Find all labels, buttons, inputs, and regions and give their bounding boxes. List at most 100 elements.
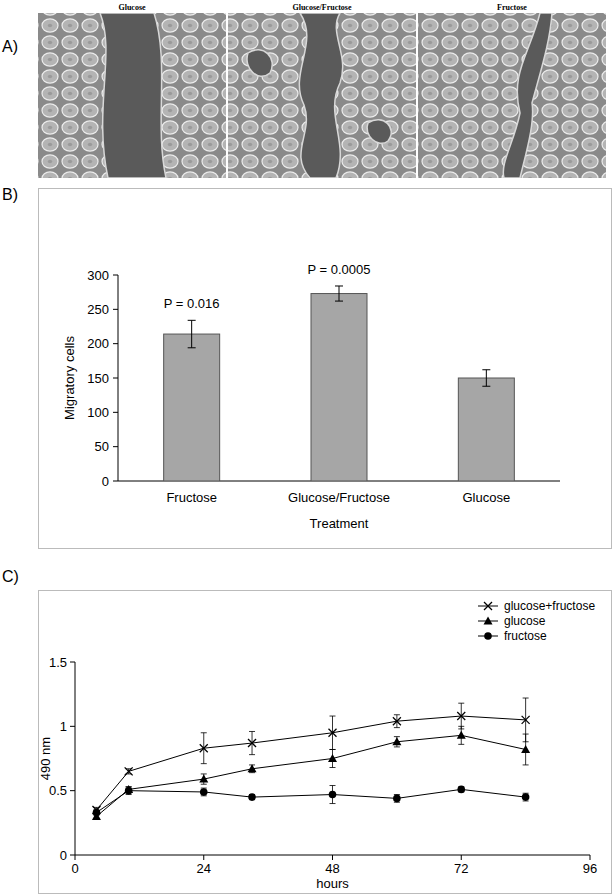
- data-point: [199, 775, 208, 783]
- y-tick-label: 1: [60, 719, 67, 734]
- error-bar: [330, 716, 336, 749]
- gap-region: [299, 13, 342, 178]
- error-cap: [330, 785, 336, 786]
- error-cap: [482, 386, 490, 387]
- x-tick: [461, 855, 462, 860]
- marker-stroke: [248, 739, 256, 747]
- data-point: [393, 795, 401, 803]
- x-tick: [590, 855, 591, 860]
- data-point: [521, 745, 530, 753]
- y-tick-label: 0: [60, 848, 67, 863]
- data-point: [393, 717, 401, 725]
- x-tick-label: 24: [197, 861, 211, 876]
- error-cap: [458, 726, 464, 727]
- y-tick: [113, 343, 118, 344]
- error-bar: [188, 320, 196, 347]
- error-cap: [335, 285, 343, 286]
- data-point: [125, 767, 133, 775]
- error-bar: [482, 370, 490, 386]
- error-cap: [249, 731, 255, 732]
- series-line: [96, 716, 525, 810]
- error-bar: [330, 786, 336, 804]
- error-cap: [330, 749, 336, 750]
- error-cap: [523, 698, 529, 699]
- y-tick: [113, 378, 118, 379]
- x-tick-label: 0: [71, 861, 78, 876]
- marker-stroke: [125, 767, 133, 775]
- figure: A)GlucoseGlucose/FructoseFructoseB)05010…: [0, 0, 614, 895]
- marker-shape: [521, 745, 530, 753]
- series: [92, 698, 530, 820]
- y-tick: [113, 309, 118, 310]
- x-tick-label: 72: [454, 861, 468, 876]
- y-tick-label: 50: [95, 439, 109, 454]
- gap-region: [100, 13, 166, 178]
- data-point: [392, 737, 401, 745]
- y-tick: [70, 790, 75, 791]
- marker-stroke: [248, 739, 256, 747]
- error-cap: [249, 772, 255, 773]
- marker-shape: [248, 793, 256, 801]
- marker-shape: [392, 737, 401, 745]
- marker-shape: [93, 809, 101, 817]
- legend-marker: [484, 632, 492, 640]
- data-point: [93, 809, 101, 817]
- data-point: [457, 731, 466, 739]
- error-cap: [482, 369, 490, 370]
- bar: [311, 294, 367, 481]
- marker-shape: [328, 754, 337, 762]
- error-cap: [201, 773, 207, 774]
- error-cap: [188, 320, 196, 321]
- gap-region: [367, 120, 391, 144]
- cell-layer: [418, 13, 606, 178]
- y-tick: [113, 446, 118, 447]
- y-axis-label: Migratory cells: [62, 336, 77, 420]
- micrograph: [38, 13, 226, 178]
- data-point: [457, 712, 465, 720]
- panel-frame: [39, 189, 612, 549]
- cell-layer: [38, 13, 226, 178]
- marker-stroke: [329, 729, 337, 737]
- data-point: [200, 788, 208, 796]
- y-tick: [113, 481, 118, 482]
- error-cap: [188, 347, 196, 348]
- error-bar: [394, 715, 400, 728]
- marker-shape: [200, 788, 208, 796]
- x-axis-label: hours: [316, 876, 349, 891]
- annotation: P = 0.016: [164, 296, 220, 311]
- error-cap: [201, 763, 207, 764]
- bar: [164, 334, 220, 481]
- annotation: P = 0.0005: [307, 262, 370, 277]
- panel-label: A): [2, 38, 18, 55]
- y-tick-label: 300: [87, 268, 109, 283]
- error-bar: [126, 787, 132, 795]
- error-bar: [458, 703, 464, 729]
- marker-shape: [248, 764, 257, 772]
- y-tick-label: 200: [87, 336, 109, 351]
- error-bar: [249, 731, 255, 754]
- error-bar: [523, 793, 529, 801]
- error-stem: [191, 320, 192, 347]
- panel-frame: [39, 591, 612, 894]
- marker-stroke: [393, 717, 401, 725]
- x-tick-label: 96: [583, 861, 597, 876]
- wound-gap: [247, 13, 391, 178]
- y-tick: [70, 662, 75, 663]
- data-point: [328, 754, 337, 762]
- x-tick-label: Fructose: [166, 490, 217, 505]
- marker-stroke: [522, 716, 530, 724]
- panel-label: C): [2, 568, 19, 585]
- y-tick-label: 1.5: [49, 655, 67, 670]
- legend-marker: [484, 602, 492, 610]
- gap-region: [503, 13, 552, 178]
- error-cap: [330, 749, 336, 750]
- y-tick-label: 100: [87, 405, 109, 420]
- legend-marker: [484, 617, 493, 625]
- bars: [164, 286, 515, 481]
- x-tick: [332, 855, 333, 860]
- error-cap: [523, 734, 529, 735]
- error-bar: [394, 795, 400, 803]
- error-cap: [458, 703, 464, 704]
- data-point: [329, 791, 337, 799]
- y-axis-label: 490 nm: [38, 737, 53, 780]
